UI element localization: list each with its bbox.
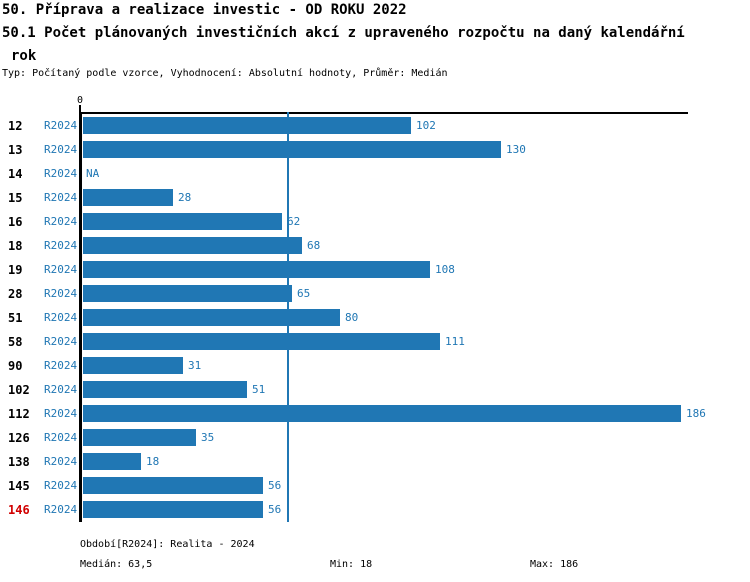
row-category-label: 90: [8, 359, 23, 373]
row-series-label: R2024: [44, 383, 78, 396]
chart-rows: 12 R2024 102 13 R2024 130 14 R2024 NA 15…: [0, 114, 750, 522]
row-series-label: R2024: [44, 215, 78, 228]
row-series-label: R2024: [44, 335, 78, 348]
bar: [83, 189, 173, 206]
row-category-label: 18: [8, 239, 23, 253]
x-axis-line: [79, 112, 688, 114]
chart-row: 51 R2024 80: [0, 306, 750, 330]
bar-value-label: 35: [201, 431, 215, 444]
chart-row: 138 R2024 18: [0, 450, 750, 474]
report-title-line3: rok: [11, 48, 37, 64]
bar-value-label: 31: [188, 359, 202, 372]
row-category-label: 16: [8, 215, 23, 229]
row-category-label: 51: [8, 311, 23, 325]
bar-value-label: 102: [416, 119, 436, 132]
chart-row: 146 R2024 56: [0, 498, 750, 522]
bar-value-label: 62: [287, 215, 301, 228]
footer-min-stat: Min: 18: [330, 559, 373, 570]
bar-value-label: 130: [506, 143, 526, 156]
bar: [83, 117, 411, 134]
row-category-label: 138: [8, 455, 30, 469]
row-series-label: R2024: [44, 455, 78, 468]
chart-row: 90 R2024 31: [0, 354, 750, 378]
row-category-label: 28: [8, 287, 23, 301]
bar: [83, 333, 440, 350]
bar-value-label: 186: [686, 407, 706, 420]
chart-row: 16 R2024 62: [0, 210, 750, 234]
bar: [83, 237, 302, 254]
row-series-label: R2024: [44, 263, 78, 276]
bar: [83, 141, 501, 158]
y-axis-line: [79, 112, 82, 522]
report-title-line2: 50.1 Počet plánovaných investičních akcí…: [2, 25, 685, 41]
row-series-label: R2024: [44, 287, 78, 300]
footer-median-stat: Medián: 63,5: [80, 559, 153, 570]
chart-row: 14 R2024 NA: [0, 162, 750, 186]
chart-row: 112 R2024 186: [0, 402, 750, 426]
bar: [83, 213, 282, 230]
x-axis-tick: [79, 105, 81, 112]
row-series-label: R2024: [44, 479, 78, 492]
bar: [83, 429, 196, 446]
row-series-label: R2024: [44, 119, 78, 132]
row-category-label: 112: [8, 407, 30, 421]
chart-row: 58 R2024 111: [0, 330, 750, 354]
report-meta-line: Typ: Počítaný podle vzorce, Vyhodnocení:…: [2, 68, 448, 79]
row-series-label: R2024: [44, 143, 78, 156]
x-axis-zero-label: 0: [76, 95, 84, 106]
bar: [83, 477, 263, 494]
row-category-label: 13: [8, 143, 23, 157]
bar-value-label: 68: [307, 239, 321, 252]
row-category-label: 126: [8, 431, 30, 445]
row-series-label: R2024: [44, 311, 78, 324]
row-series-label: R2024: [44, 431, 78, 444]
bar: [83, 357, 183, 374]
bar: [83, 285, 292, 302]
row-category-label: 15: [8, 191, 23, 205]
bar: [83, 501, 263, 518]
row-series-label: R2024: [44, 191, 78, 204]
chart-row: 19 R2024 108: [0, 258, 750, 282]
bar: [83, 261, 430, 278]
bar: [83, 309, 340, 326]
bar: [83, 405, 681, 422]
chart-row: 28 R2024 65: [0, 282, 750, 306]
chart-row: 15 R2024 28: [0, 186, 750, 210]
row-category-label: 12: [8, 119, 23, 133]
footer-max-stat: Max: 186: [530, 559, 579, 570]
row-category-label: 102: [8, 383, 30, 397]
bar: [83, 453, 141, 470]
chart-row: 13 R2024 130: [0, 138, 750, 162]
bar-value-label: 28: [178, 191, 192, 204]
chart-row: 12 R2024 102: [0, 114, 750, 138]
row-category-label: 146: [8, 503, 30, 517]
bar-value-label: 51: [252, 383, 266, 396]
row-category-label: 145: [8, 479, 30, 493]
chart-row: 18 R2024 68: [0, 234, 750, 258]
chart-row: 102 R2024 51: [0, 378, 750, 402]
bar-value-label: 80: [345, 311, 359, 324]
row-category-label: 19: [8, 263, 23, 277]
bar-value-label: 108: [435, 263, 455, 276]
row-series-label: R2024: [44, 407, 78, 420]
chart-row: 126 R2024 35: [0, 426, 750, 450]
bar-value-label: NA: [86, 167, 100, 180]
bar-value-label: 18: [146, 455, 160, 468]
row-series-label: R2024: [44, 239, 78, 252]
bar: [83, 381, 247, 398]
row-series-label: R2024: [44, 503, 78, 516]
bar-value-label: 56: [268, 479, 282, 492]
footer-period-label: Období[R2024]: Realita - 2024: [80, 539, 255, 550]
row-category-label: 14: [8, 167, 23, 181]
bar-value-label: 56: [268, 503, 282, 516]
bar-value-label: 65: [297, 287, 311, 300]
report-title-line1: 50. Příprava a realizace investic - OD R…: [2, 2, 407, 18]
bar-value-label: 111: [445, 335, 465, 348]
bar-chart: 0 12 R2024 102 13 R2024 130 14 R2024 NA …: [0, 95, 750, 522]
row-series-label: R2024: [44, 359, 78, 372]
chart-row: 145 R2024 56: [0, 474, 750, 498]
row-series-label: R2024: [44, 167, 78, 180]
row-category-label: 58: [8, 335, 23, 349]
